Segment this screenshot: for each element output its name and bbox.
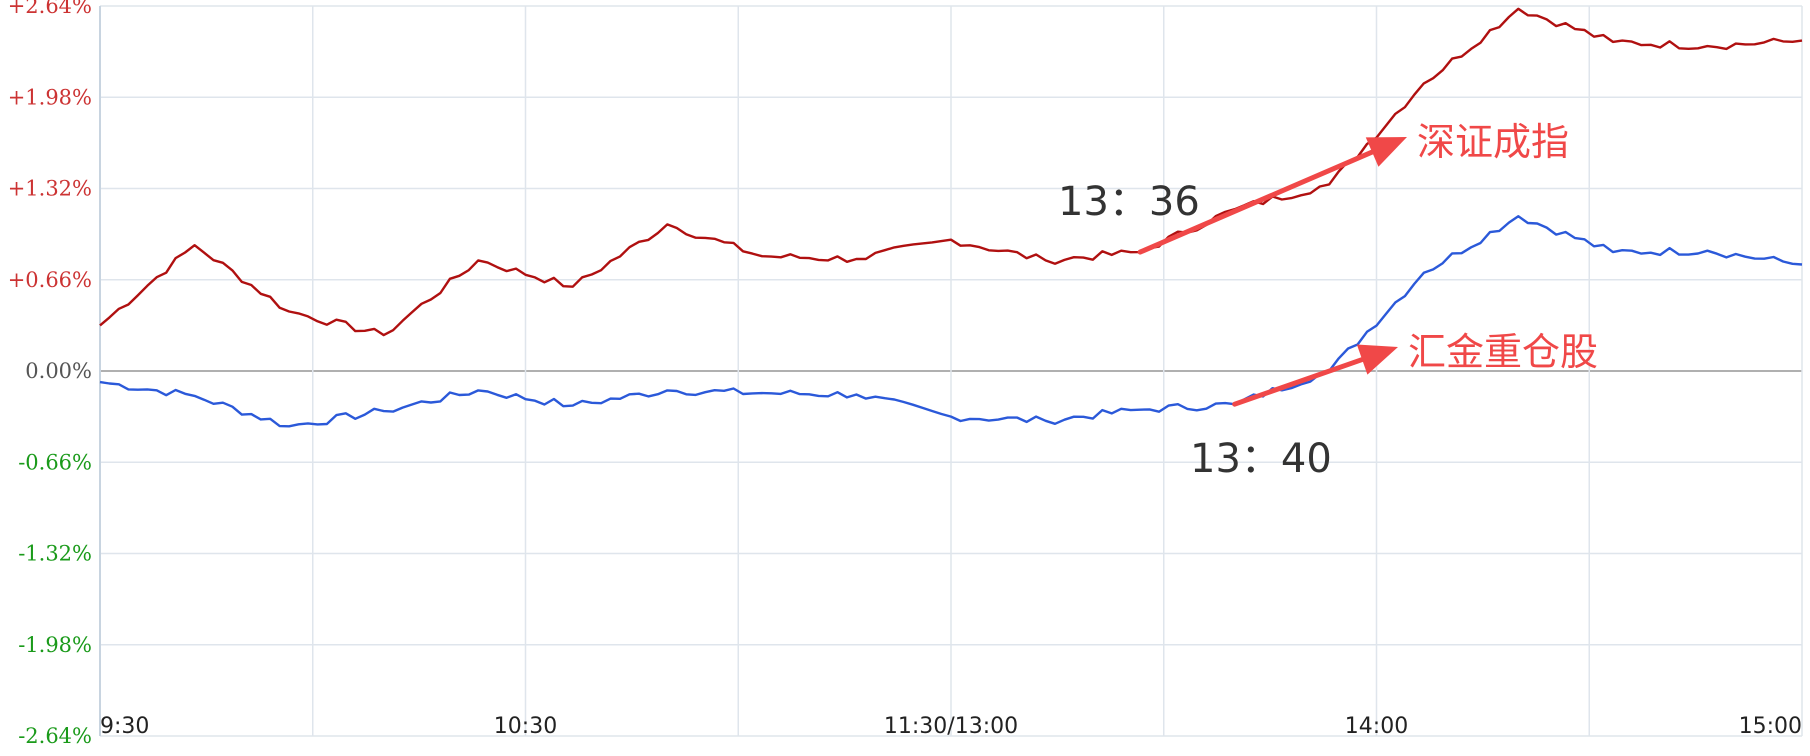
annotation-arrow-1 — [1232, 357, 1365, 407]
y-tick-label: +1.98% — [8, 85, 92, 109]
annotation-label-0: 深证成指 — [1417, 120, 1569, 164]
x-tick-label: 11:30/13:00 — [884, 714, 1018, 739]
grid — [99, 5, 1803, 737]
annotations: 深证成指 13：36 汇金重仓股 13：40 — [1058, 120, 1598, 482]
x-tick-label: 15:00 — [1739, 714, 1802, 739]
annotation-arrowhead-1 — [1356, 344, 1398, 375]
annotation-label-1: 汇金重仓股 — [1408, 330, 1598, 374]
x-tick-label: 9:30 — [100, 714, 149, 739]
y-tick-label: 0.00% — [25, 359, 92, 383]
y-tick-label: +1.32% — [8, 177, 92, 201]
annotation-arrow-0 — [1137, 149, 1375, 255]
y-axis: +2.64% +1.98% +1.32% +0.66% 0.00% -0.66% -1.32… — [8, 0, 92, 748]
x-tick-label: 14:00 — [1345, 714, 1408, 739]
y-tick-label: -1.98% — [18, 633, 92, 657]
series-line-0 — [99, 7, 1803, 337]
series-lines — [99, 7, 1803, 428]
y-tick-label: +0.66% — [8, 268, 92, 292]
x-axis: 9:30 10:30 11:30/13:00 14:00 15:00 — [100, 714, 1802, 739]
y-tick-label: -1.32% — [18, 542, 92, 566]
annotation-time-1: 13：40 — [1190, 436, 1332, 482]
series-line-1 — [99, 215, 1803, 428]
x-tick-label: 10:30 — [494, 714, 557, 739]
y-tick-label: -0.66% — [18, 450, 92, 474]
annotation-arrowhead-0 — [1365, 137, 1407, 167]
y-tick-label: +2.64% — [8, 0, 92, 18]
annotation-time-0: 13：36 — [1058, 179, 1200, 225]
y-tick-label: -2.64% — [18, 724, 92, 748]
